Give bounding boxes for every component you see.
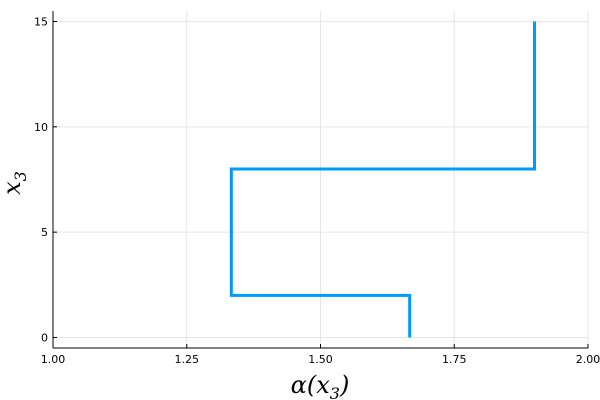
- x-axis-title-subscript: 3: [330, 384, 340, 400]
- x-axis-title-close: ): [339, 371, 349, 399]
- grid-lines: [52, 11, 589, 348]
- x-tick-label: 2.00: [576, 353, 600, 366]
- x-tick-label: 1.25: [175, 353, 200, 366]
- x-tick-labels: 1.00 1.25 1.50 1.75 2.00: [41, 344, 600, 366]
- y-tick-labels: 0 5 10 15: [34, 16, 57, 344]
- x-tick-label: 1.50: [308, 353, 333, 366]
- y-axis-title-subscript: 3: [11, 171, 30, 181]
- y-axis-title-main: x: [0, 181, 26, 195]
- y-tick-label: 15: [34, 16, 48, 29]
- x-tick-label: 1.75: [442, 353, 467, 366]
- series-line: [229, 21, 536, 338]
- x-axis-title-main: α(x: [291, 371, 331, 399]
- y-tick-label: 10: [34, 121, 48, 134]
- series-layer: [229, 21, 536, 338]
- y-tick-label: 5: [41, 226, 48, 239]
- x-tick-label: 1.00: [41, 353, 66, 366]
- x-axis-title: α(x3): [291, 371, 350, 400]
- y-axis-title: x3: [0, 171, 30, 195]
- y-tick-label: 0: [41, 331, 48, 344]
